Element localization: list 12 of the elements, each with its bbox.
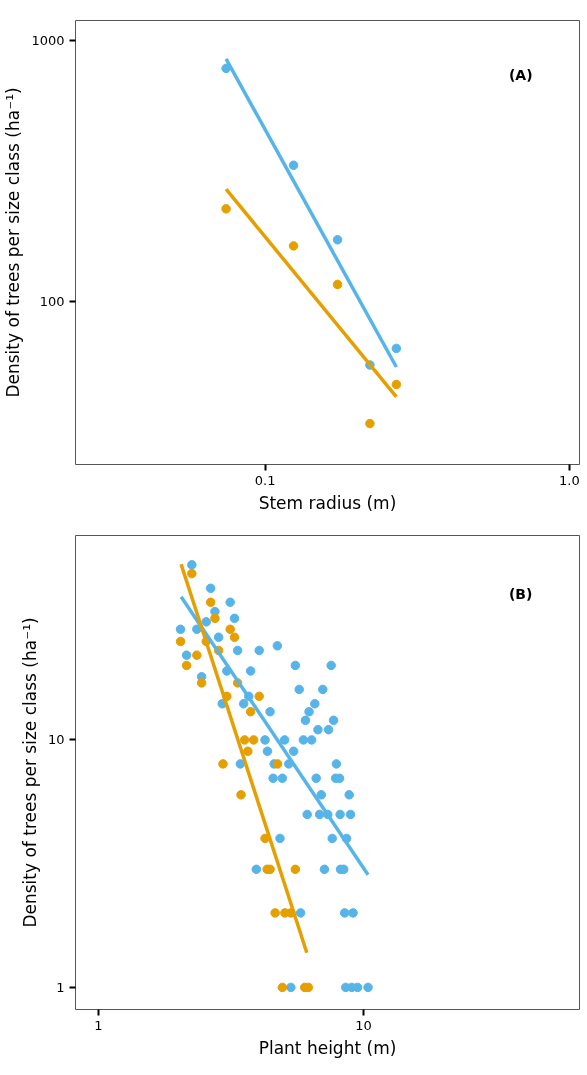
y-axis-title: Density of trees per size class (ha⁻¹) (3, 87, 24, 398)
y-tick-label: 100 (39, 293, 65, 309)
annotation: (A) (508, 66, 533, 83)
y-tick-label: 1000 (31, 32, 65, 48)
y-tick-label: 1 (56, 979, 65, 995)
x-tick-label: 1.0 (559, 472, 580, 488)
y-axis-title: Density of trees per size class (ha⁻¹) (19, 617, 40, 928)
x-tick-label: 0.1 (254, 472, 276, 488)
annotation: (B) (508, 585, 533, 602)
x-axis-title: Stem radius (m) (258, 492, 397, 513)
x-axis-title: Plant height (m) (258, 1037, 397, 1058)
y-tick-label: 10 (47, 732, 65, 748)
